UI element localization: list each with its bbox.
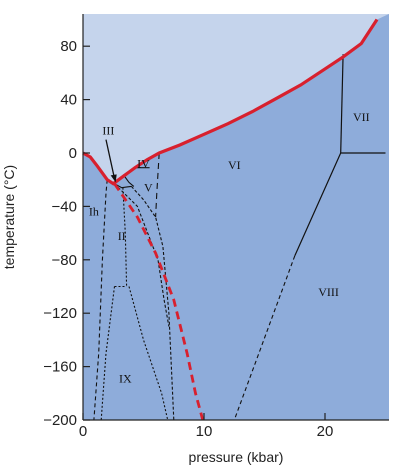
x-tick-label: 0 [79,423,87,440]
boundary-v-ix [114,183,170,327]
boundary-ii-ix [122,187,128,287]
y-tick-label: −160 [43,359,77,376]
metastable-melting-line [113,182,205,421]
phase-label: IX [119,372,132,386]
boundary-ih-ii [93,179,108,421]
boundary-vi-viii [294,152,342,257]
phase-boundaries [82,18,386,421]
liquid-region [83,14,389,184]
x-tick-label: 20 [317,423,334,440]
phase-label: V [144,181,153,195]
phase-label: IV [137,157,150,171]
y-tick-label: −200 [43,412,77,429]
phase-label: III [102,123,114,137]
boundary-v-vi [155,152,160,218]
y-tick-label: −120 [43,305,77,322]
phase-label: VI [228,158,241,172]
phase-label: VII [353,110,370,124]
phase-iii-arrow [105,139,116,179]
phase-label: VIII [318,285,339,299]
y-tick-label: 40 [60,92,77,109]
y-tick-label: 80 [60,38,77,55]
boundary-iii-v [123,175,135,187]
y-tick-label: −40 [52,198,77,215]
arrow-head-icon [110,174,117,183]
x-axis-title: pressure (kbar) [189,449,284,465]
y-tick-label: −80 [52,252,77,269]
phase-label: II [118,229,126,243]
x-tick-label: 10 [196,423,213,440]
y-axis-ticks: 80 40 0 −40 −80 −120 −160 −200 [43,38,90,429]
y-axis-title: temperature (°C) [1,165,17,269]
melting-curve [82,18,379,186]
y-tick-label: 0 [69,145,77,162]
x-axis-ticks: 0 10 20 [79,413,334,440]
phase-label: Ih [89,205,99,219]
boundary-vi-viii-extrapolated [233,255,296,421]
axes [82,14,389,421]
boundary-vi-vii [340,54,344,154]
boundary-ix-right [128,286,169,421]
